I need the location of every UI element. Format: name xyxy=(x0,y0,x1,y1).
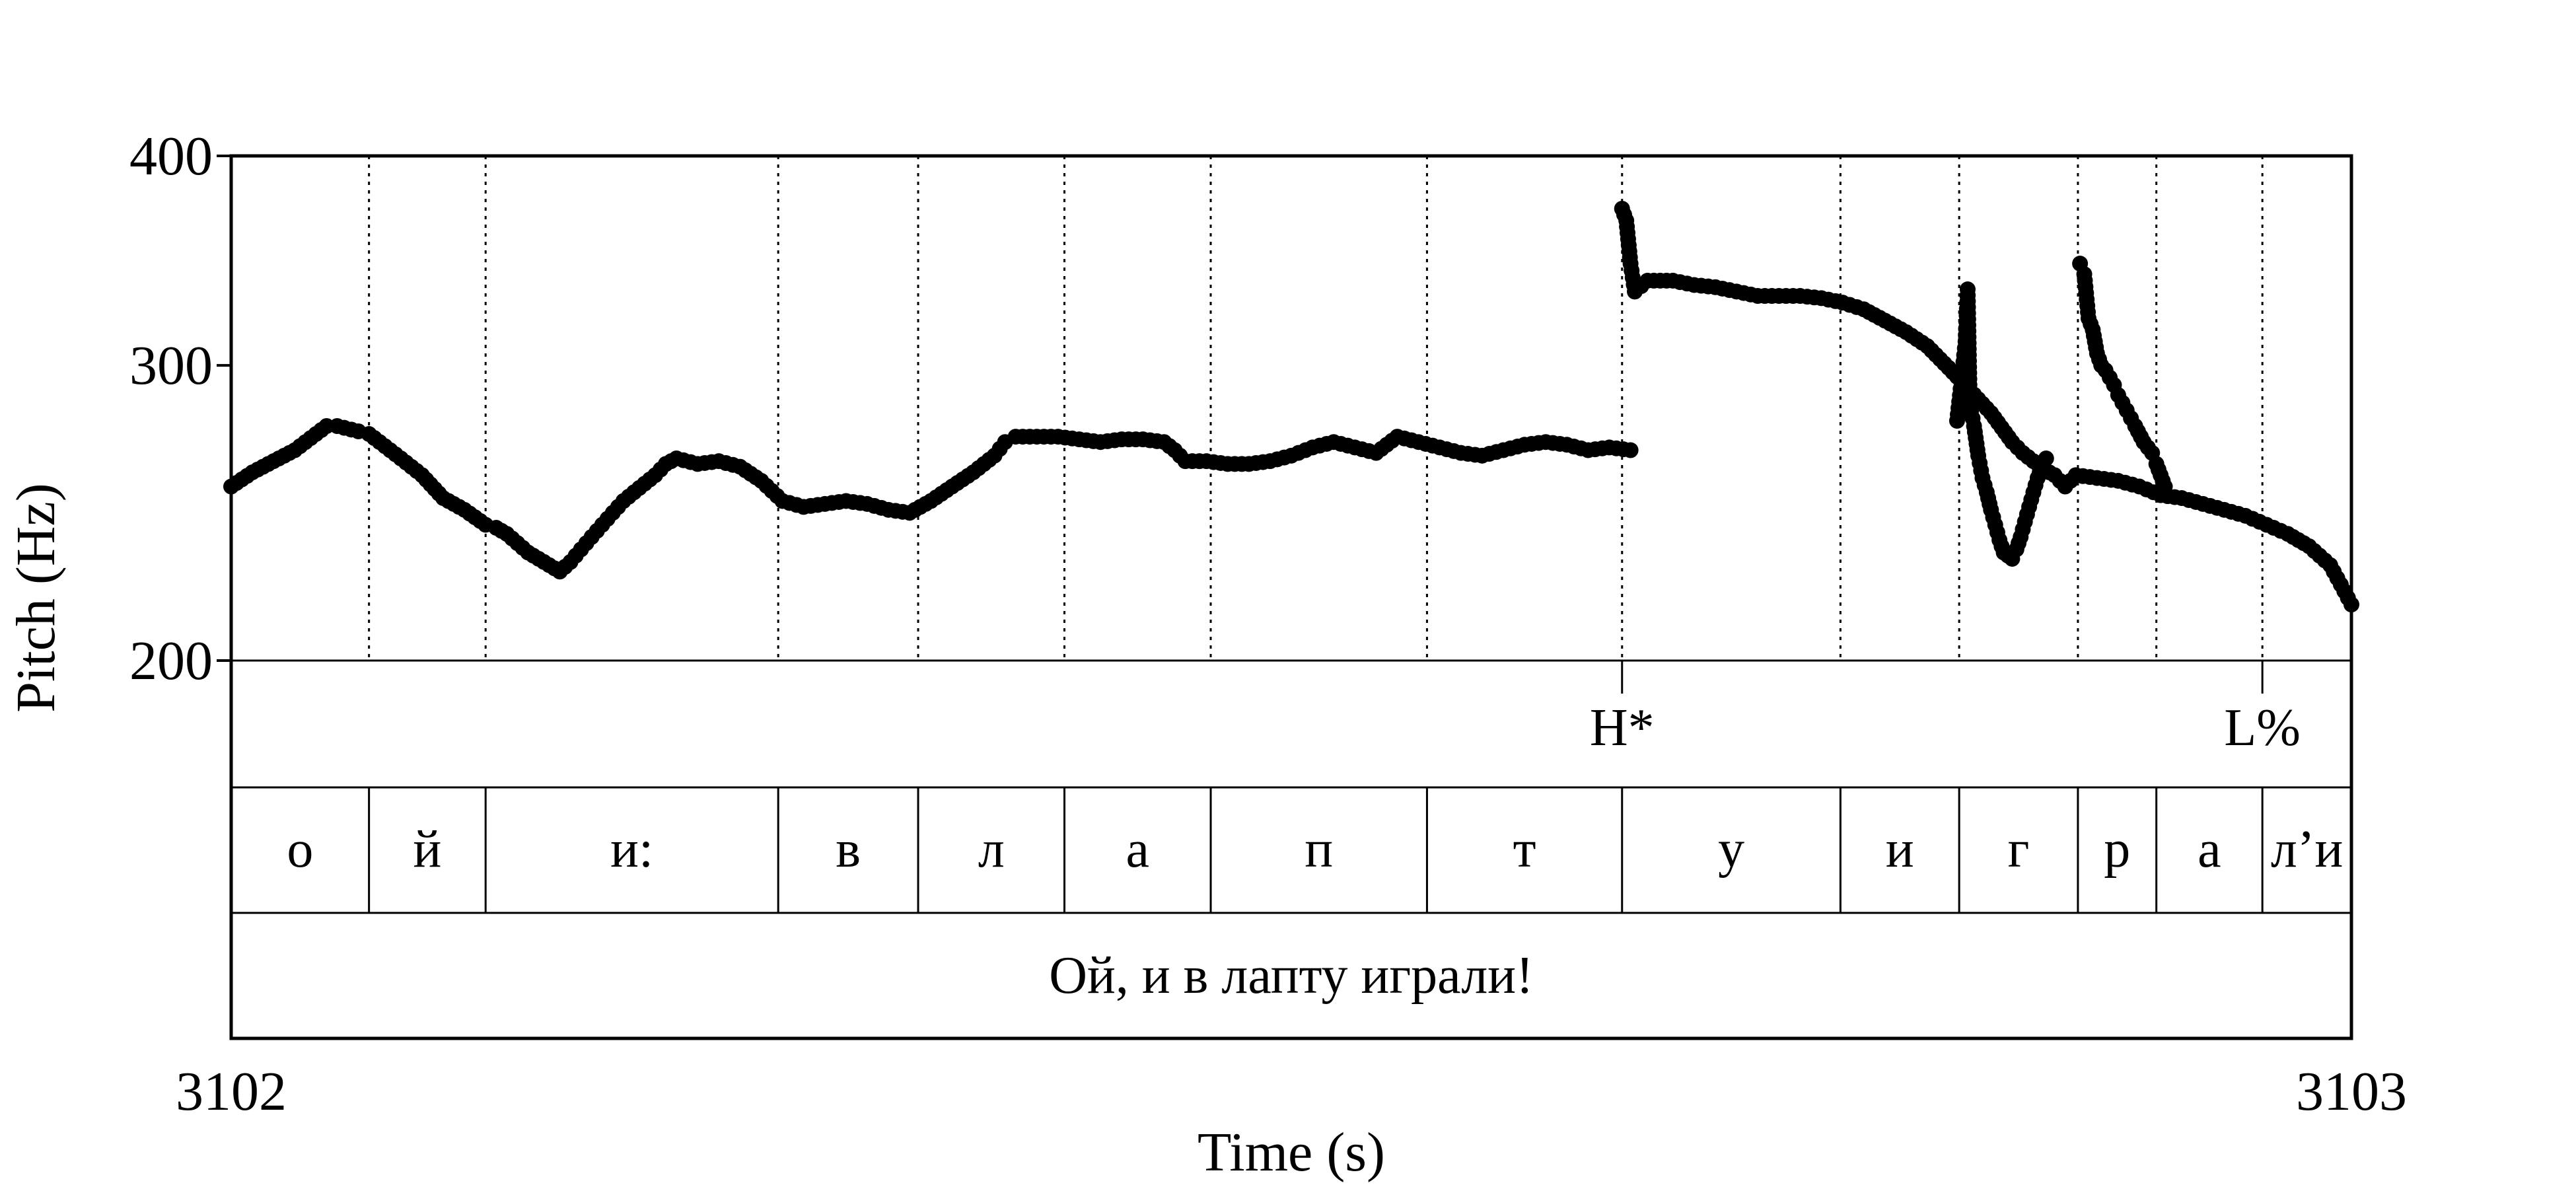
y-axis-title: Pitch (Hz) xyxy=(5,483,67,713)
segment-label: и xyxy=(1886,820,1914,879)
y-tick-label: 200 xyxy=(129,630,213,692)
segment-label: й xyxy=(413,820,442,879)
y-axis-ticks: 400 300 200 xyxy=(129,126,231,692)
pitch-point xyxy=(1622,442,1639,458)
tone-label: L% xyxy=(2224,699,2301,757)
y-tick-label: 400 xyxy=(129,126,213,187)
pitch-point xyxy=(2157,478,2173,495)
segment-label: т xyxy=(1513,820,1536,879)
pitch-point xyxy=(2038,450,2054,466)
pitch-panel-frame xyxy=(229,154,2353,1040)
segment-label: и: xyxy=(610,820,653,879)
segment-label: г xyxy=(2008,820,2030,879)
segment-boundary-lines xyxy=(368,156,2264,913)
segment-label: л’и xyxy=(2271,820,2343,879)
segment-label: а xyxy=(1126,820,1150,879)
x-tick-start: 3102 xyxy=(176,1061,287,1122)
sentence-label: Ой, и в лапту играли! xyxy=(1049,947,1533,1005)
segment-label: п xyxy=(1305,820,1333,879)
x-axis-title: Time (s) xyxy=(1198,1122,1385,1183)
segment-label: о xyxy=(287,820,313,879)
segment-label: р xyxy=(2104,820,2130,879)
segment-label: у xyxy=(1718,820,1744,879)
segment-label: в xyxy=(836,820,861,879)
x-tick-end: 3103 xyxy=(2296,1061,2407,1122)
segment-label: а xyxy=(2198,820,2221,879)
pitch-points xyxy=(223,200,2359,613)
tone-tier: H* L% xyxy=(1590,661,2301,757)
y-tick-label: 300 xyxy=(129,335,213,396)
segment-tier: о й и: в л а п т у и г р а л’и xyxy=(287,820,2343,879)
tone-label: H* xyxy=(1590,699,1655,757)
plot-frame xyxy=(229,154,2353,1040)
segment-label: л xyxy=(978,820,1005,879)
